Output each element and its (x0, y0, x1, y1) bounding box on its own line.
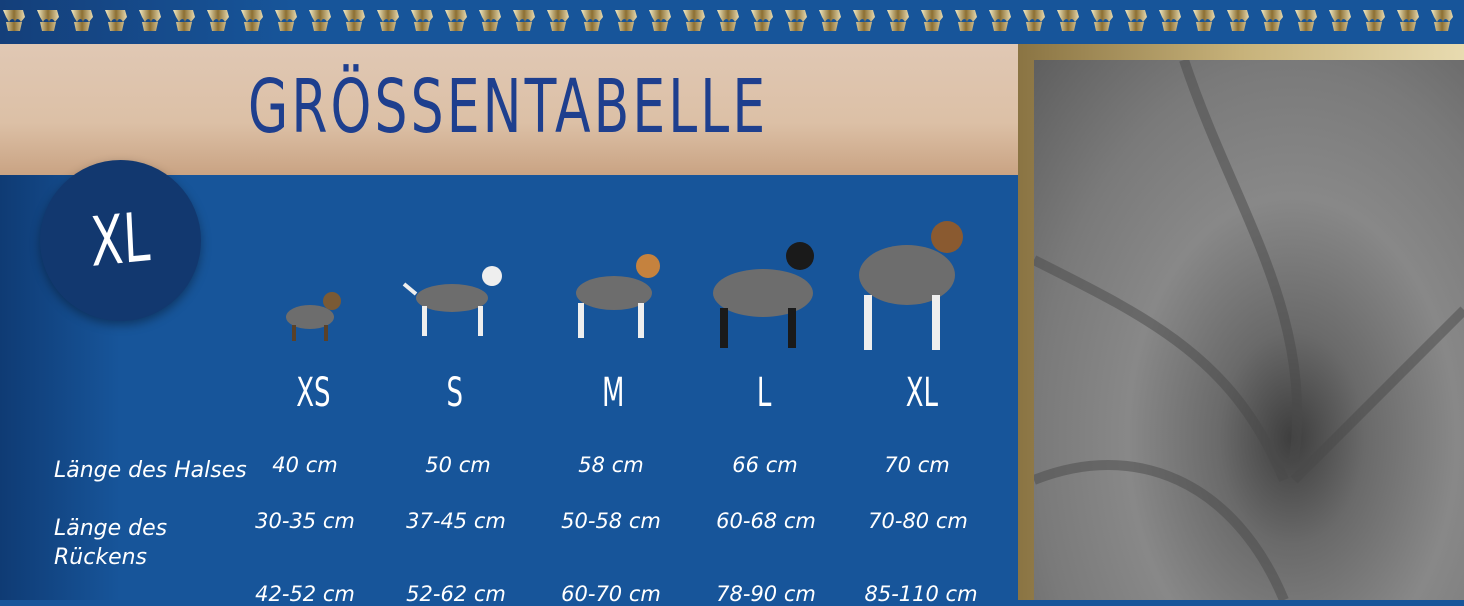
dog-s-icon (402, 266, 502, 336)
row3-s: 52-62 cm (406, 582, 506, 606)
neck-l: 66 cm (732, 453, 798, 477)
back-xl: 70-80 cm (868, 509, 968, 533)
page-title: GRÖSSENTABELLE (248, 64, 769, 150)
dog-xl-icon (859, 221, 963, 350)
neck-m: 58 cm (578, 453, 644, 477)
neck-xs: 40 cm (272, 453, 338, 477)
size-header-xs: XS (295, 370, 331, 416)
decorative-crown-border (0, 0, 1464, 44)
size-header-s: S (446, 370, 464, 416)
size-header-l: L (756, 370, 772, 416)
dog-m-icon (576, 254, 660, 338)
selected-size-badge: XL (40, 160, 201, 321)
neck-s: 50 cm (425, 453, 491, 477)
neck-xl: 70 cm (884, 453, 950, 477)
back-m: 50-58 cm (561, 509, 661, 533)
row-label-back: Länge des Rückens (54, 516, 168, 570)
back-xs: 30-35 cm (255, 509, 355, 533)
crown-pattern-icon (0, 8, 1464, 34)
row3-xl: 85-110 cm (864, 582, 978, 606)
dog-l-icon (713, 242, 814, 348)
back-l: 60-68 cm (716, 509, 816, 533)
fabric-folds (1031, 58, 1464, 602)
dog-xs-icon (286, 292, 341, 341)
row3-xs: 42-52 cm (255, 582, 355, 606)
back-s: 37-45 cm (406, 509, 506, 533)
size-header-m: M (601, 370, 625, 416)
towel-fabric-image (1031, 58, 1464, 602)
title-banner (0, 44, 1018, 175)
row3-m: 60-70 cm (561, 582, 661, 606)
row3-l: 78-90 cm (716, 582, 816, 606)
size-header-xl: XL (905, 370, 939, 416)
row-label-neck: Länge des Halses (54, 458, 247, 483)
